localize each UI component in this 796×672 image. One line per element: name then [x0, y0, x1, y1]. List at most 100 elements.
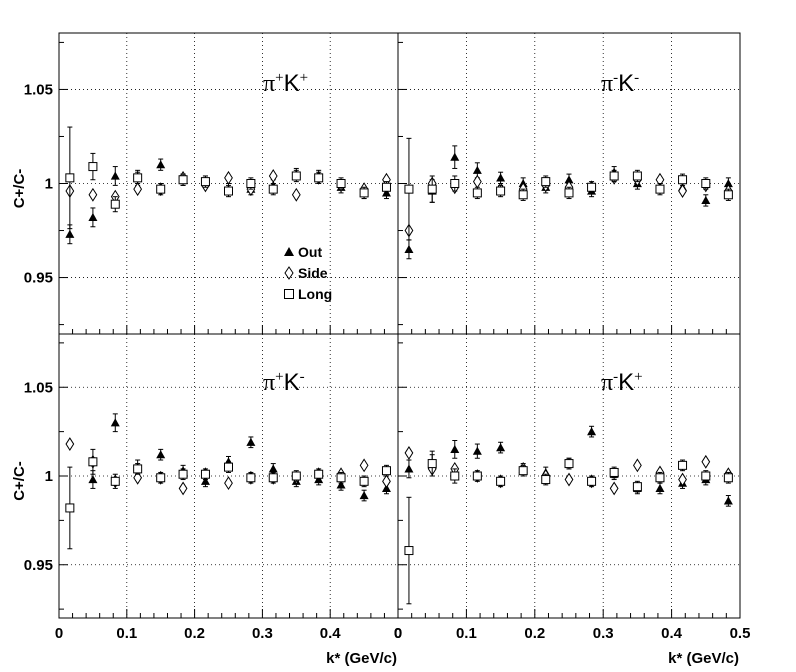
data-point-out [587, 427, 597, 436]
x-tick-label: 0.3 [252, 625, 273, 642]
panel-title-sup: - [300, 369, 305, 385]
data-point-long [200, 469, 210, 479]
data-point-side [564, 472, 574, 487]
data-point-out [336, 480, 346, 489]
data-point-out [65, 229, 75, 238]
data-point-out [404, 464, 414, 473]
data-point-out [450, 152, 460, 161]
data-point-side [678, 472, 687, 487]
data-point-side [133, 182, 143, 197]
data-point-long [564, 188, 574, 198]
data-point-out [359, 491, 369, 500]
y-tick-label: 1 [45, 176, 53, 193]
data-point-long [336, 473, 346, 483]
data-point-out [88, 212, 98, 221]
data-point-long [381, 466, 391, 476]
data-point-long [224, 462, 233, 472]
panel-title-sup: - [634, 70, 639, 86]
data-point-long [496, 476, 506, 486]
data-point-side [224, 476, 233, 491]
series-out [88, 413, 391, 502]
data-point-long [678, 460, 688, 470]
data-point-long [472, 188, 482, 198]
data-point-long [655, 473, 665, 483]
data-point-side [701, 454, 711, 469]
series-out [404, 145, 733, 260]
data-point-long [156, 184, 166, 194]
panel-title-sup: + [634, 369, 642, 385]
y-axis-title: C+/C- [11, 461, 28, 501]
data-point-out [472, 165, 482, 174]
data-point-out [156, 160, 166, 169]
panel-title-part: K [284, 369, 300, 396]
x-tick-label: 0.1 [116, 625, 137, 642]
data-point-out [156, 450, 166, 459]
data-point-out [110, 171, 120, 180]
series-long [65, 448, 391, 550]
data-point-long [632, 482, 642, 492]
data-point-long [404, 184, 414, 194]
data-point-long [133, 173, 143, 183]
data-point-long [110, 199, 120, 209]
panel-title-sup: - [613, 70, 618, 86]
panel-title: π+K- [263, 369, 305, 396]
panel-title: π+K+ [263, 70, 308, 97]
data-point-long [518, 190, 528, 200]
data-point-out [723, 179, 733, 188]
y-tick-label: 1.05 [24, 379, 53, 396]
data-point-long [427, 459, 437, 469]
data-point-long [404, 546, 414, 556]
x-axis-title: k* (GeV/c) [326, 650, 397, 667]
data-point-side [65, 437, 75, 451]
data-point-long [518, 466, 528, 476]
x-tick-label: 0 [394, 625, 402, 642]
panel-title-sup: + [275, 70, 283, 86]
y-axis-title: C+/C- [11, 169, 28, 209]
data-point-long [336, 179, 346, 188]
data-point-long [723, 473, 733, 483]
legend-label: Out [298, 244, 322, 260]
data-point-side [359, 458, 369, 473]
data-point-long [359, 476, 369, 486]
data-point-out [701, 195, 711, 205]
data-point-long [268, 184, 278, 194]
data-point-long [359, 188, 369, 198]
panel-3: π+K- [58, 333, 399, 619]
data-point-out [404, 244, 414, 253]
panel-title-part: π [601, 370, 613, 396]
data-point-long [268, 473, 278, 483]
data-point-long [541, 177, 551, 187]
data-point-long [632, 171, 642, 181]
legend-label: Long [298, 286, 332, 302]
data-point-long [427, 184, 437, 194]
data-point-long [156, 473, 166, 483]
data-point-long [701, 471, 711, 481]
x-tick-label: 0 [55, 625, 63, 642]
panel-title-sup: - [613, 369, 618, 385]
data-point-out [246, 437, 256, 446]
data-point-long [564, 459, 574, 469]
data-point-out [472, 446, 482, 455]
data-point-long [291, 471, 301, 481]
data-point-long [224, 186, 233, 196]
panel-title-part: π [263, 370, 275, 396]
panel-title-part: K [284, 70, 300, 97]
panel-1: π+K+ Out Side Long [58, 32, 399, 335]
data-point-long [587, 182, 597, 192]
y-tick-label: 0.95 [24, 557, 53, 574]
axes-layer: 0.95 1 1.05 C+/C- 0.95 1 1.05 C+/C- 0 0.1 0.2 0.3 0.… [11, 81, 750, 667]
data-point-long [88, 457, 98, 467]
data-point-long [314, 173, 324, 183]
legend-marker-side [284, 266, 294, 280]
panel-title-part: K [618, 369, 634, 396]
panel-2: π-K- [397, 32, 741, 335]
data-point-long [200, 177, 210, 187]
x-axis-title: k* (GeV/c) [668, 650, 739, 667]
data-point-long [178, 175, 188, 185]
series-long [404, 450, 733, 605]
data-point-long [110, 476, 120, 486]
legend-label: Side [298, 265, 328, 281]
data-point-out [564, 175, 574, 184]
